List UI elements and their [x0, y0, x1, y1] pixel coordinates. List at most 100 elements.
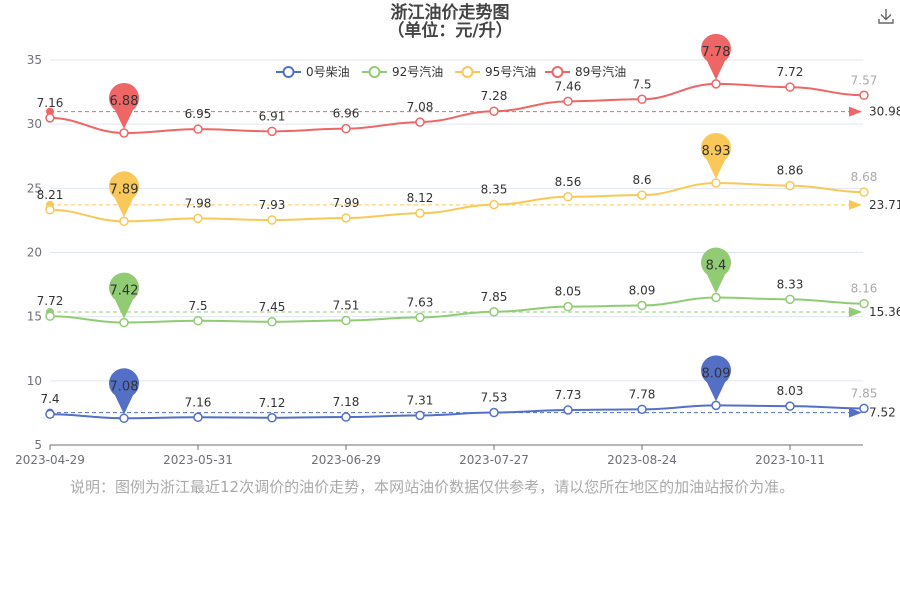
- data-point: [119, 128, 129, 138]
- data-point: [45, 205, 55, 215]
- data-point: [415, 208, 425, 218]
- pin-label: 7.08: [110, 379, 139, 394]
- data-label: 6.91: [259, 109, 286, 123]
- data-label: 7.28: [481, 89, 508, 103]
- data-point: [785, 294, 795, 305]
- data-point: [489, 407, 499, 418]
- max-pin: 8.09: [701, 355, 732, 402]
- data-point: [637, 94, 647, 105]
- data-point: [711, 400, 721, 411]
- average-arrow: [849, 307, 862, 318]
- y-tick-label: 25: [27, 181, 42, 195]
- data-point: [637, 404, 647, 415]
- pin-label: 8.93: [702, 144, 731, 159]
- legend-label: 95号汽油: [485, 64, 536, 79]
- min-pin: 7.42: [109, 272, 139, 319]
- data-label: 7.72: [777, 65, 804, 79]
- data-point: [489, 307, 499, 317]
- data-point: [785, 82, 795, 92]
- download-icon[interactable]: [874, 4, 898, 28]
- max-pin: 8.93: [701, 132, 732, 179]
- data-point: [415, 312, 425, 323]
- average-label: 30.98: [869, 105, 900, 119]
- data-label: 8.05: [555, 285, 582, 299]
- data-point: [45, 409, 55, 419]
- data-point: [193, 316, 203, 326]
- legend-item[interactable]: 0号柴油: [276, 65, 350, 79]
- data-point: [563, 192, 573, 202]
- data-point: [489, 199, 499, 210]
- legend-item[interactable]: 95号汽油: [455, 64, 536, 79]
- legend-label: 0号柴油: [306, 65, 350, 79]
- data-label: 7.57: [851, 73, 878, 87]
- data-point: [785, 401, 795, 411]
- data-label: 7.51: [333, 299, 360, 313]
- data-point: [267, 126, 277, 137]
- chart-title: 浙江油价走势图: [390, 3, 510, 23]
- data-label: 7.85: [851, 386, 878, 400]
- legend: 0号柴油 92号汽油 95号汽油 89号汽油: [276, 64, 626, 79]
- data-point: [267, 215, 277, 225]
- disclaimer-note: 说明：图例为浙江最近12次调价的油价走势，本网站油价数据仅供参考，请以您所在地区…: [70, 478, 795, 496]
- data-point: [711, 79, 721, 89]
- data-label: 7.73: [555, 388, 582, 402]
- data-label: 7.46: [555, 79, 582, 93]
- data-label: 7.5: [188, 299, 207, 313]
- data-label: 7.4: [40, 392, 59, 406]
- data-label: 7.12: [259, 396, 286, 410]
- data-point: [341, 315, 351, 326]
- legend-label: 89号汽油: [575, 64, 626, 79]
- max-pin: 7.78: [701, 33, 732, 80]
- data-label: 8.09: [629, 284, 656, 298]
- legend-item[interactable]: 89号汽油: [545, 64, 626, 79]
- data-point: [785, 180, 795, 191]
- data-point: [859, 90, 869, 101]
- data-label: 8.12: [407, 191, 434, 205]
- pin-label: 8.4: [706, 259, 727, 274]
- data-label: 7.53: [481, 391, 508, 405]
- data-point: [341, 412, 351, 422]
- chart-subtitle: （单位：元/升）: [387, 21, 513, 41]
- data-label: 6.96: [333, 107, 360, 121]
- data-label: 8.16: [851, 282, 878, 296]
- x-tick-label: 2023-06-29: [311, 453, 381, 467]
- data-point: [637, 190, 647, 200]
- legend-item[interactable]: 92号汽油: [362, 64, 443, 79]
- data-label: 7.18: [333, 395, 360, 409]
- x-tick-label: 2023-08-24: [607, 453, 677, 467]
- data-point: [415, 410, 425, 421]
- series-line: [49, 296, 865, 324]
- y-tick-label: 5: [34, 438, 42, 452]
- data-label: 7.16: [185, 395, 212, 409]
- series-line: [49, 181, 865, 223]
- data-label: 8.35: [481, 183, 508, 197]
- average-arrow: [849, 199, 862, 210]
- data-point: [859, 187, 869, 197]
- data-point: [45, 311, 55, 321]
- data-point: [193, 412, 203, 423]
- data-label: 7.63: [407, 295, 434, 309]
- data-point: [193, 213, 203, 224]
- data-label: 8.03: [777, 384, 804, 398]
- data-point: [859, 403, 869, 414]
- data-point: [267, 413, 277, 423]
- y-tick-label: 15: [27, 310, 42, 324]
- y-tick-label: 35: [27, 53, 42, 67]
- data-label: 8.56: [555, 175, 582, 189]
- min-pin: 6.88: [108, 83, 139, 130]
- data-label: 7.98: [185, 196, 212, 210]
- data-point: [563, 96, 573, 107]
- x-tick-label: 2023-07-27: [459, 453, 529, 467]
- data-point: [193, 124, 203, 134]
- legend-label: 92号汽油: [392, 64, 443, 79]
- y-tick-label: 20: [27, 246, 42, 260]
- data-label: 7.85: [481, 290, 508, 304]
- series-line: [49, 404, 865, 420]
- data-label: 7.78: [629, 387, 656, 401]
- data-label: 7.16: [37, 96, 64, 110]
- data-point: [119, 317, 129, 328]
- data-point: [267, 317, 277, 327]
- data-label: 8.21: [37, 188, 64, 202]
- pin-label: 7.78: [702, 45, 731, 60]
- data-point: [859, 298, 869, 309]
